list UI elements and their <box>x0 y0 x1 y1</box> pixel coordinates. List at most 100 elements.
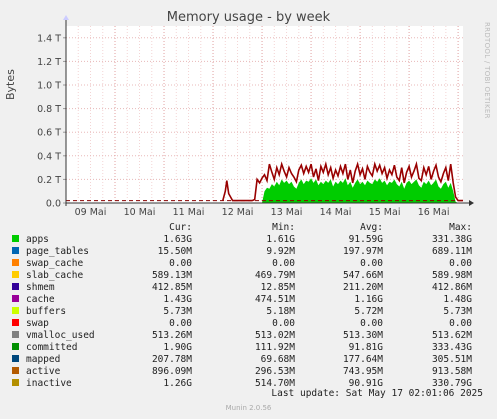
legend-row-committed: committed 1.90G 111.92M 91.81G 333.43G <box>12 342 472 354</box>
legend-row-mapped: mapped 207.78M 69.68M 177.64M 305.51M <box>12 354 472 366</box>
legend-cur: 5.73M <box>163 306 192 317</box>
legend-swatch-color <box>12 307 19 314</box>
legend-swatch-color <box>12 295 19 302</box>
legend-header-min: Min: <box>272 222 295 233</box>
legend-swatch-color <box>12 259 19 266</box>
legend-min: 514.70M <box>254 378 295 389</box>
legend-row-buffers: buffers 5.73M 5.18M 5.72M 5.73M <box>12 306 472 318</box>
legend-cur: 0.00 <box>169 318 192 329</box>
legend-name: active <box>26 366 61 377</box>
legend-name: swap <box>26 318 49 329</box>
legend-avg: 91.81G <box>348 342 383 353</box>
legend-cur: 1.63G <box>163 234 192 245</box>
legend-max: 0.00 <box>449 318 472 329</box>
legend-row-apps: apps 1.63G 1.61G 91.59G 331.38G <box>12 234 472 246</box>
legend-swatch-color <box>12 247 19 254</box>
legend-cur: 412.85M <box>151 282 192 293</box>
legend-name: slab_cache <box>26 270 84 281</box>
y-axis-arrow <box>63 15 69 20</box>
legend-row-cache: cache 1.43G 474.51M 1.16G 1.48G <box>12 294 472 306</box>
munin-version: Munin 2.0.56 <box>225 404 272 412</box>
legend-name: apps <box>26 234 49 245</box>
legend-min: 0.00 <box>272 318 295 329</box>
legend-min: 0.00 <box>272 258 295 269</box>
legend-name: mapped <box>26 354 61 365</box>
legend-row-shmem: shmem 412.85M 12.85M 211.20M 412.86M <box>12 282 472 294</box>
legend-swatch-color <box>12 271 19 278</box>
legend-swatch <box>12 306 26 318</box>
legend-header-cur: Cur: <box>169 222 192 233</box>
legend-swatch <box>12 366 26 378</box>
legend-row-vmalloc-used: vmalloc_used 513.26M 513.02M 513.30M 513.62M <box>12 330 472 342</box>
legend-swatch <box>12 258 26 270</box>
legend-cur: 589.13M <box>151 270 192 281</box>
legend-avg: 177.64M <box>342 354 383 365</box>
legend-min: 5.18M <box>266 306 295 317</box>
legend-swatch <box>12 234 26 246</box>
legend-avg: 547.66M <box>342 270 383 281</box>
y-tick-label: 1.4 T <box>37 33 61 44</box>
legend-avg: 5.72M <box>354 306 383 317</box>
legend-name: inactive <box>26 378 72 389</box>
x-tick-label: 14 Mai <box>320 207 352 218</box>
legend-swatch <box>12 294 26 306</box>
y-tick-label: 0.0 <box>46 199 61 210</box>
legend-row-inactive: inactive 1.26G 514.70M 90.91G 330.79G <box>12 378 472 390</box>
legend-min: 513.02M <box>254 330 295 341</box>
x-tick-label: 09 Mai <box>75 207 107 218</box>
legend-max: 0.00 <box>449 258 472 269</box>
legend-max: 333.43G <box>431 342 472 353</box>
legend-min: 111.92M <box>254 342 295 353</box>
x-tick-label: 12 Mai <box>222 207 254 218</box>
legend-max: 305.51M <box>431 354 472 365</box>
legend-swatch <box>12 246 26 258</box>
legend-swatch <box>12 270 26 282</box>
legend-avg: 0.00 <box>360 318 383 329</box>
x-tick-label: 11 Mai <box>173 207 205 218</box>
legend-min: 69.68M <box>260 354 295 365</box>
y-tick-label: 0.4 T <box>37 151 61 162</box>
y-tick-label: 1.2 T <box>37 57 61 68</box>
legend-swatch <box>12 342 26 354</box>
series-committed-line <box>222 160 463 202</box>
legend-name: swap_cache <box>26 258 84 269</box>
chart-title: Memory usage - by week <box>166 10 331 25</box>
legend-swatch-color <box>12 331 19 338</box>
legend-header-row: Cur: Min: Avg: Max: <box>12 222 472 234</box>
legend-swatch-color <box>12 379 19 386</box>
legend-swatch <box>12 378 26 390</box>
legend-max: 913.58M <box>431 366 472 377</box>
legend-name: cache <box>26 294 55 305</box>
legend-row-active: active 896.09M 296.53M 743.95M 913.58M <box>12 366 472 378</box>
series-apps-area <box>66 178 463 203</box>
legend-max: 412.86M <box>431 282 472 293</box>
last-update: Last update: Sat May 17 02:01:06 2025 <box>271 388 483 399</box>
legend-swatch-color <box>12 319 19 326</box>
legend-avg: 211.20M <box>342 282 383 293</box>
legend-max: 689.11M <box>431 246 472 257</box>
legend-avg: 90.91G <box>348 378 383 389</box>
y-tick-label: 0.2 T <box>37 175 61 186</box>
chart-svg: 0.0 0.2 T 0.4 T 0.6 T 0.8 T 1.0 T 1.2 T 1.4 T 09… <box>37 15 474 218</box>
legend-cur: 0.00 <box>169 258 192 269</box>
legend-row-slab-cache: slab_cache 589.13M 469.79M 547.66M 589.98M <box>12 270 472 282</box>
legend-cur: 1.26G <box>163 378 192 389</box>
legend-min: 474.51M <box>254 294 295 305</box>
legend-min: 296.53M <box>254 366 295 377</box>
legend-name: page_tables <box>26 246 89 257</box>
legend-name: shmem <box>26 282 55 293</box>
legend-min: 469.79M <box>254 270 295 281</box>
y-tick-label: 1.0 T <box>37 81 61 92</box>
legend-swatch-color <box>12 343 19 350</box>
x-tick-label: 15 Mai <box>369 207 401 218</box>
legend-cur: 15.50M <box>157 246 192 257</box>
legend-swatch-color <box>12 355 19 362</box>
legend-table: Cur: Min: Avg: Max: apps 1.63G 1.61G 91.59G… <box>12 222 472 390</box>
legend-cur: 1.90G <box>163 342 192 353</box>
legend-swatch-color <box>12 235 19 242</box>
legend-row-swap-cache: swap_cache 0.00 0.00 0.00 0.00 <box>12 258 472 270</box>
legend-cur: 896.09M <box>151 366 192 377</box>
legend-swatch <box>12 318 26 330</box>
legend-avg: 513.30M <box>342 330 383 341</box>
legend-max: 513.62M <box>431 330 472 341</box>
